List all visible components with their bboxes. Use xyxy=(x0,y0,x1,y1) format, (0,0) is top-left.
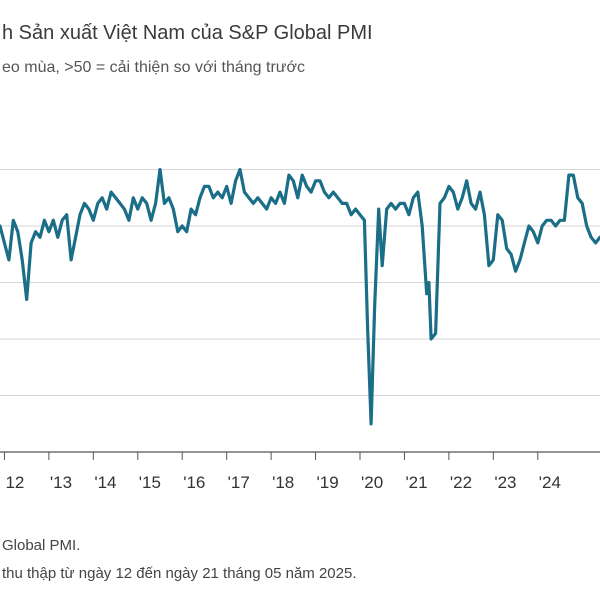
x-tick-label: '13 xyxy=(50,473,72,492)
x-tick-label: '16 xyxy=(183,473,205,492)
x-tick-label: '15 xyxy=(139,473,161,492)
x-tick-label: '24 xyxy=(539,473,561,492)
gridlines xyxy=(0,169,600,453)
x-tick-label: '21 xyxy=(405,473,427,492)
x-tick-label: '17 xyxy=(228,473,250,492)
data-collection-note: thu thập từ ngày 12 đến ngày 21 tháng 05… xyxy=(2,565,357,582)
pmi-series-line xyxy=(0,167,600,426)
pmi-line-chart: 12 '13 '14 '15 '16 '17 '18 '19 '20 '21 '22 '23 '24 xyxy=(0,167,600,492)
x-tick-label: '23 xyxy=(494,473,516,492)
x-tick-label: '19 xyxy=(317,473,339,492)
x-axis-ticks: 12 '13 '14 '15 '16 '17 '18 '19 '20 '21 '22 '23 '24 xyxy=(3,452,561,492)
source-note: Global PMI. xyxy=(2,537,81,554)
x-tick-label: '14 xyxy=(94,473,116,492)
chart-title: h Sản xuất Việt Nam của S&P Global PMI xyxy=(2,22,373,44)
x-tick-label: '18 xyxy=(272,473,294,492)
x-tick-label: 12 xyxy=(5,473,24,492)
chart-subtitle: eo mùa, >50 = cải thiện so với tháng trư… xyxy=(2,59,305,76)
x-tick-label: '22 xyxy=(450,473,472,492)
series-lines xyxy=(0,167,600,426)
x-tick-label: '20 xyxy=(361,473,383,492)
